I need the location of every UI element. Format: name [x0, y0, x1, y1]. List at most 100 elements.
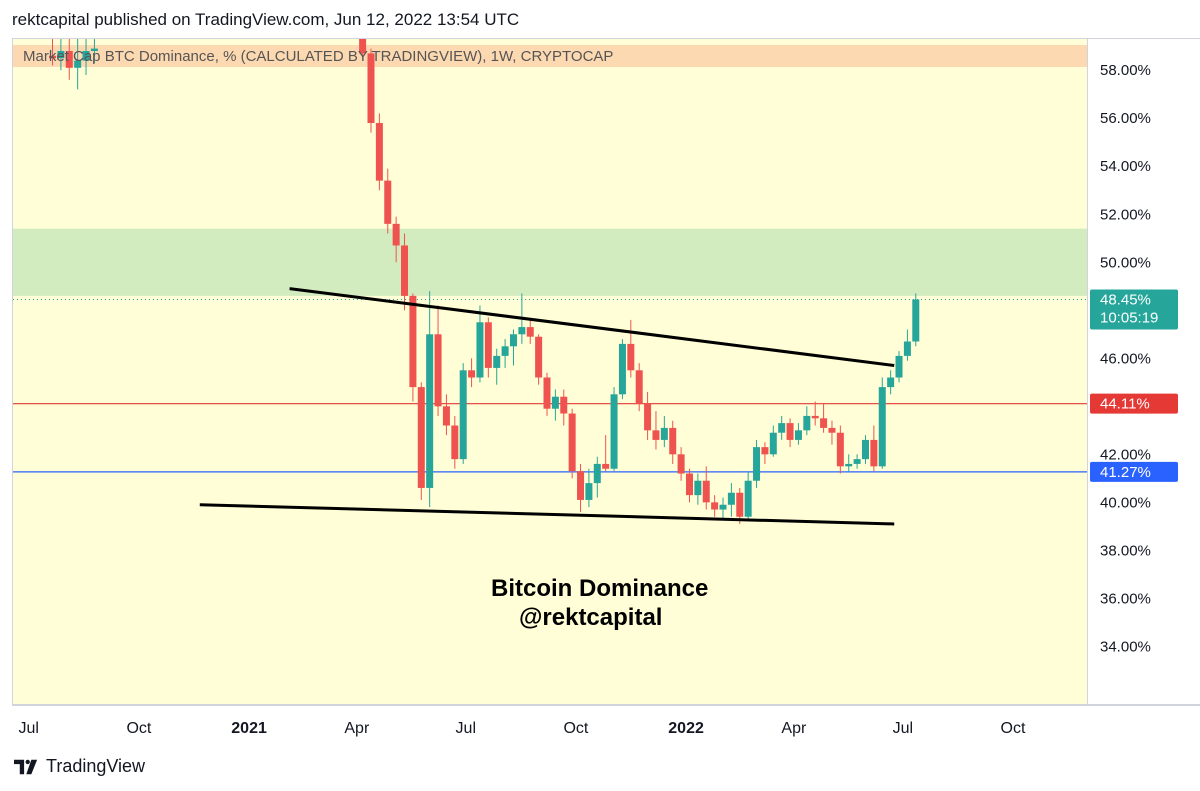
time-tick-label: Jul: [456, 720, 476, 737]
candle-body: [375, 123, 383, 181]
watermark-handle: @rektcapital: [519, 604, 662, 631]
candle-body: [618, 343, 626, 395]
candle-body: [434, 334, 442, 407]
candle-body: [451, 425, 459, 460]
candle-body: [694, 480, 702, 496]
candle-body: [761, 447, 769, 455]
candle-body: [753, 447, 761, 481]
candle-body: [786, 423, 794, 440]
price-tick-label: 40.00%: [1100, 494, 1151, 511]
candle-body: [417, 387, 425, 488]
candle-body: [585, 483, 593, 500]
red-support-line-badge: [1090, 393, 1178, 414]
candle-body: [518, 327, 526, 335]
watermark-title: Bitcoin Dominance: [491, 575, 708, 602]
candle-body: [660, 427, 668, 440]
time-tick-label: Oct: [563, 720, 588, 737]
candle-body: [669, 427, 677, 455]
price-tick-label: 54.00%: [1100, 158, 1151, 175]
candlestick-chart[interactable]: Market Cap BTC Dominance, % (CALCULATED …: [13, 39, 1087, 704]
tradingview-footer[interactable]: TradingView: [14, 756, 145, 777]
candle-body: [484, 322, 492, 368]
candle-body: [593, 463, 601, 484]
chart-plot-area[interactable]: Market Cap BTC Dominance, % (CALCULATED …: [12, 38, 1088, 705]
candle-body: [409, 295, 417, 388]
candle-body: [610, 394, 618, 469]
price-tick-label: 56.00%: [1100, 110, 1151, 127]
blue-support-line-badge: [1090, 461, 1178, 482]
candle-body: [895, 355, 903, 378]
candle-body: [803, 415, 811, 431]
candle-body: [468, 370, 476, 378]
candle-body: [652, 430, 660, 440]
price-tick-label: 50.00%: [1100, 254, 1151, 271]
upper-trendline: [289, 287, 895, 367]
blue-support-line-label: 41.27%: [1100, 464, 1151, 481]
price-tick-label: 46.00%: [1100, 350, 1151, 367]
candle-body: [811, 415, 819, 419]
price-tick-label: 36.00%: [1100, 590, 1151, 607]
candle-body: [74, 60, 82, 68]
candle-body: [878, 387, 886, 467]
price-tick-label: 52.00%: [1100, 206, 1151, 223]
candle-body: [836, 432, 844, 467]
candle-body: [853, 459, 861, 464]
time-tick-label: Apr: [344, 720, 370, 737]
candle-body: [509, 334, 517, 347]
tradingview-logo-icon: [14, 759, 38, 774]
candle-body: [727, 492, 735, 505]
price-tick-label: 58.00%: [1100, 62, 1151, 79]
candle-body: [367, 53, 375, 124]
candle-body: [602, 463, 610, 469]
candle-body: [501, 346, 509, 356]
candle-body: [845, 463, 853, 467]
candle-body: [861, 439, 869, 460]
time-tick-label: Jul: [893, 720, 913, 737]
time-tick-label: Apr: [781, 720, 807, 737]
candle-body: [392, 223, 400, 246]
candle-body: [736, 492, 744, 517]
candle-body: [543, 377, 551, 409]
chart-background: [13, 39, 1087, 704]
candle-body: [887, 377, 895, 388]
candle-body: [577, 471, 585, 500]
candle-body: [635, 370, 643, 404]
time-axis[interactable]: Jul Oct 2021 Apr Jul Oct 2022 Apr Jul Oct: [12, 705, 1200, 745]
candle-body: [65, 51, 73, 68]
time-tick-label: Jul: [19, 720, 39, 737]
candle-body: [719, 504, 727, 510]
candle-body: [401, 245, 409, 296]
candle-body: [384, 180, 392, 224]
tradingview-brand: TradingView: [46, 756, 146, 776]
candle-body: [426, 334, 434, 488]
time-tick-label: 2022: [668, 720, 704, 737]
red-support-line-label: 44.11%: [1100, 396, 1150, 413]
lower-trendline: [199, 503, 895, 526]
candle-body: [90, 48, 98, 52]
candle-body: [744, 480, 752, 517]
price-tick-label: 42.00%: [1100, 446, 1151, 463]
current-price-label: 10:05:19: [1100, 309, 1158, 326]
price-axis-labels: 58.00% 56.00% 54.00% 52.00% 50.00% 46.00% 42.0…: [1090, 62, 1178, 655]
price-tick-label: 38.00%: [1100, 542, 1151, 559]
chart-title: Market Cap BTC Dominance, % (CALCULATED …: [23, 48, 613, 65]
candle-body: [685, 473, 693, 496]
time-tick-label: 2021: [231, 720, 267, 737]
candle-body: [769, 432, 777, 455]
title-band: [13, 45, 1087, 67]
candle-body: [493, 355, 501, 368]
candle-body: [49, 55, 57, 59]
candle-body: [644, 403, 652, 431]
candle-body: [627, 343, 635, 371]
candle-body: [903, 341, 911, 356]
time-tick-label: Oct: [126, 720, 151, 737]
candle-body: [526, 327, 534, 337]
candle-body: [794, 430, 802, 440]
candle-body: [702, 480, 710, 503]
candle-body: [442, 406, 450, 426]
candle-body: [778, 423, 786, 433]
current-price-label: 48.45%: [1100, 291, 1151, 308]
candle-body: [359, 39, 367, 54]
price-axis[interactable]: 58.00% 56.00% 54.00% 52.00% 50.00% 46.00% 42.0…: [1088, 38, 1200, 705]
time-axis-labels: Jul Oct 2021 Apr Jul Oct 2022 Apr Jul Oct: [19, 720, 1026, 737]
